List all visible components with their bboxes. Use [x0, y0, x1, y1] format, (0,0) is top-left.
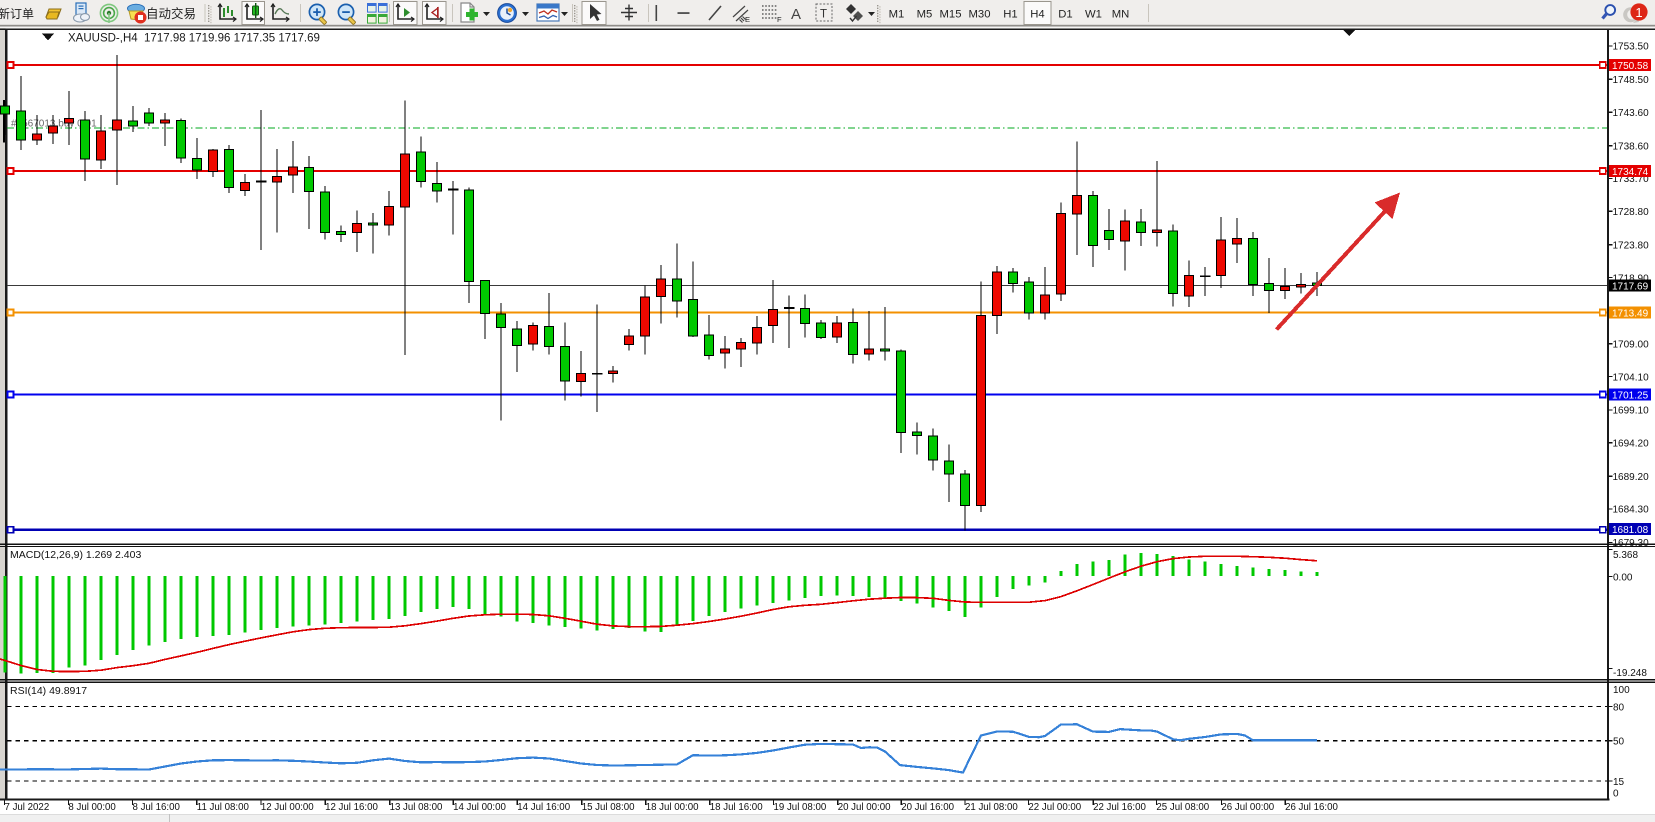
- svg-text:M30: M30: [969, 8, 991, 20]
- svg-text:1728.80: 1728.80: [1613, 207, 1650, 218]
- svg-text:1733.70: 1733.70: [1613, 174, 1650, 185]
- svg-text:14 Jul 16:00: 14 Jul 16:00: [517, 802, 570, 813]
- svg-text:E: E: [745, 15, 750, 24]
- svg-text:1753.50: 1753.50: [1613, 42, 1650, 53]
- svg-text:W1: W1: [1085, 8, 1102, 20]
- svg-text:M1: M1: [889, 8, 905, 20]
- svg-text:1694.20: 1694.20: [1613, 439, 1650, 450]
- svg-text:0: 0: [1613, 788, 1619, 799]
- svg-text:7 Jul 2022: 7 Jul 2022: [5, 802, 50, 813]
- svg-text:F: F: [777, 15, 782, 24]
- svg-text:M15: M15: [940, 8, 962, 20]
- svg-text:1723.80: 1723.80: [1613, 241, 1650, 252]
- svg-text:12 Jul 16:00: 12 Jul 16:00: [325, 802, 378, 813]
- svg-text:15 Jul 08:00: 15 Jul 08:00: [582, 802, 635, 813]
- svg-text:1738.60: 1738.60: [1613, 141, 1650, 152]
- svg-text:H4: H4: [1030, 8, 1044, 20]
- svg-text:1713.49: 1713.49: [1612, 308, 1649, 319]
- svg-text:18 Jul 00:00: 18 Jul 00:00: [646, 802, 699, 813]
- svg-text:5.368: 5.368: [1613, 550, 1638, 561]
- svg-text:19 Jul 08:00: 19 Jul 08:00: [774, 802, 827, 813]
- svg-text:1: 1: [1635, 5, 1642, 20]
- svg-text:26 Jul 00:00: 26 Jul 00:00: [1221, 802, 1274, 813]
- svg-text:100: 100: [1613, 685, 1630, 696]
- svg-text:1681.08: 1681.08: [1612, 525, 1649, 536]
- svg-text:T: T: [820, 9, 827, 21]
- svg-text:自动交易: 自动交易: [146, 6, 196, 21]
- svg-text:#4567013 buy 0.01: #4567013 buy 0.01: [11, 118, 97, 129]
- svg-text:20 Jul 16:00: 20 Jul 16:00: [901, 802, 954, 813]
- svg-text:1679.30: 1679.30: [1613, 538, 1650, 549]
- svg-text:12 Jul 00:00: 12 Jul 00:00: [261, 802, 314, 813]
- svg-text:80: 80: [1613, 702, 1625, 713]
- svg-text:H1: H1: [1003, 8, 1017, 20]
- svg-text:1717.69: 1717.69: [1612, 281, 1649, 292]
- svg-text:8 Jul 16:00: 8 Jul 16:00: [133, 802, 181, 813]
- svg-text:1689.20: 1689.20: [1613, 472, 1650, 483]
- svg-text:1709.00: 1709.00: [1613, 340, 1650, 351]
- svg-text:26 Jul 16:00: 26 Jul 16:00: [1285, 802, 1338, 813]
- svg-text:25 Jul 08:00: 25 Jul 08:00: [1156, 802, 1209, 813]
- svg-text:新订单: 新订单: [0, 6, 34, 21]
- svg-text:-19.248: -19.248: [1613, 668, 1647, 679]
- svg-text:11 Jul 08:00: 11 Jul 08:00: [197, 802, 250, 813]
- svg-text:50: 50: [1613, 736, 1625, 747]
- svg-text:13 Jul 08:00: 13 Jul 08:00: [390, 802, 443, 813]
- svg-text:1718.90: 1718.90: [1613, 273, 1650, 284]
- svg-text:A: A: [791, 6, 801, 23]
- svg-text:20 Jul 00:00: 20 Jul 00:00: [838, 802, 891, 813]
- svg-text:22 Jul 00:00: 22 Jul 00:00: [1028, 802, 1081, 813]
- svg-text:1701.25: 1701.25: [1612, 390, 1649, 401]
- svg-text:1748.50: 1748.50: [1613, 75, 1650, 86]
- svg-text:15: 15: [1613, 777, 1625, 788]
- svg-text:1750.58: 1750.58: [1612, 61, 1649, 72]
- svg-text:0.00: 0.00: [1613, 572, 1633, 583]
- svg-text:D1: D1: [1058, 8, 1072, 20]
- svg-text:RSI(14) 49.8917: RSI(14) 49.8917: [10, 685, 87, 697]
- svg-text:1704.10: 1704.10: [1613, 372, 1650, 383]
- svg-text:22 Jul 16:00: 22 Jul 16:00: [1093, 802, 1146, 813]
- svg-text:1743.60: 1743.60: [1613, 108, 1650, 119]
- svg-text:8 Jul 00:00: 8 Jul 00:00: [68, 802, 116, 813]
- svg-text:21 Jul 08:00: 21 Jul 08:00: [965, 802, 1018, 813]
- svg-text:XAUUSD-,H4 1717.98 1719.96 17: XAUUSD-,H4 1717.98 1719.96 1717.35 1717.…: [68, 33, 320, 45]
- svg-text:MN: MN: [1112, 8, 1130, 20]
- svg-text:MACD(12,26,9) 1.269 2.403: MACD(12,26,9) 1.269 2.403: [10, 549, 141, 561]
- svg-text:14 Jul 00:00: 14 Jul 00:00: [453, 802, 506, 813]
- svg-text:18 Jul 16:00: 18 Jul 16:00: [710, 802, 763, 813]
- svg-text:1699.10: 1699.10: [1613, 406, 1650, 417]
- svg-text:M5: M5: [917, 8, 933, 20]
- svg-text:1734.74: 1734.74: [1612, 167, 1649, 178]
- svg-text:1684.30: 1684.30: [1613, 505, 1650, 516]
